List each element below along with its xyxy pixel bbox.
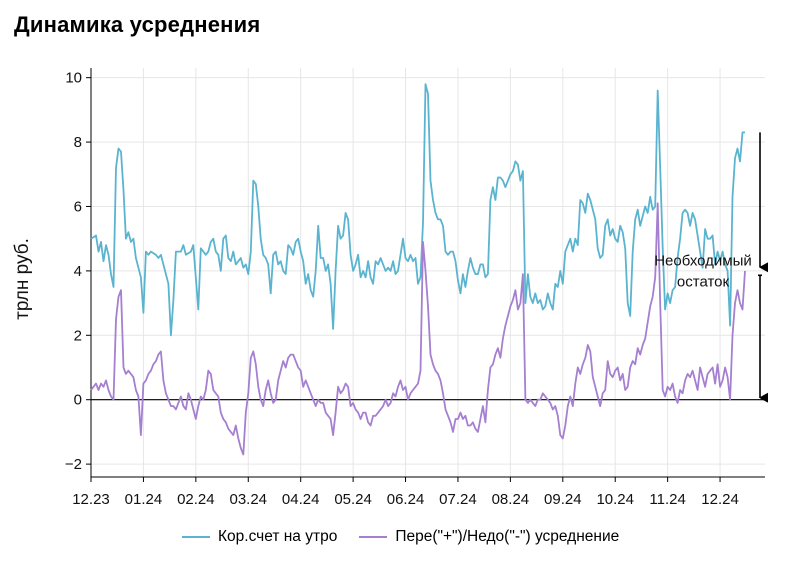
x-tick-label: 02.24 bbox=[177, 491, 215, 508]
x-tick-label: 01.24 bbox=[125, 491, 163, 508]
x-tick-label: 11.24 bbox=[649, 491, 685, 508]
y-axis-label: трлн руб. bbox=[12, 238, 33, 320]
annotation-label-line: остаток bbox=[677, 273, 730, 290]
y-tick-label: 4 bbox=[74, 263, 82, 280]
y-tick-label: 2 bbox=[74, 327, 82, 344]
x-tick-label: 09.24 bbox=[544, 491, 582, 508]
legend-label-kor-schet: Кор.счет на утро bbox=[218, 528, 338, 545]
x-tick-label: 10.24 bbox=[596, 491, 634, 508]
chart-title: Динамика усреднения bbox=[14, 12, 261, 37]
x-tick-label: 04.24 bbox=[282, 491, 320, 508]
legend: Кор.счет на утро Пере("+")/Недо("-") уср… bbox=[182, 528, 619, 546]
legend-swatch-usrednenie bbox=[359, 536, 388, 538]
y-tick-label: 6 bbox=[74, 198, 82, 215]
y-tick-label: 0 bbox=[74, 392, 82, 409]
x-tick-label: 07.24 bbox=[439, 491, 477, 508]
x-tick-label: 12.24 bbox=[701, 491, 739, 508]
x-tick-label: 05.24 bbox=[334, 491, 372, 508]
y-tick-label: 10 bbox=[65, 70, 82, 87]
legend-swatch-kor-schet bbox=[182, 536, 210, 538]
series-line-kor_schet bbox=[90, 83, 745, 337]
y-tick-label: 8 bbox=[74, 134, 82, 151]
legend-item-usrednenie: Пере("+")/Недо("-") усреднение bbox=[359, 528, 619, 546]
x-tick-label: 08.24 bbox=[492, 491, 530, 508]
legend-label-usrednenie: Пере("+")/Недо("-") усреднение bbox=[395, 528, 620, 545]
series-line-usrednenie bbox=[90, 202, 746, 456]
x-tick-label: 06.24 bbox=[387, 491, 425, 508]
x-tick-label: 12.23 bbox=[72, 491, 110, 508]
legend-item-kor-schet: Кор.счет на утро bbox=[182, 528, 337, 546]
y-tick-label: −2 bbox=[65, 456, 82, 473]
x-tick-label: 03.24 bbox=[229, 491, 267, 508]
annotation-label-line: Необходимый bbox=[654, 252, 752, 269]
